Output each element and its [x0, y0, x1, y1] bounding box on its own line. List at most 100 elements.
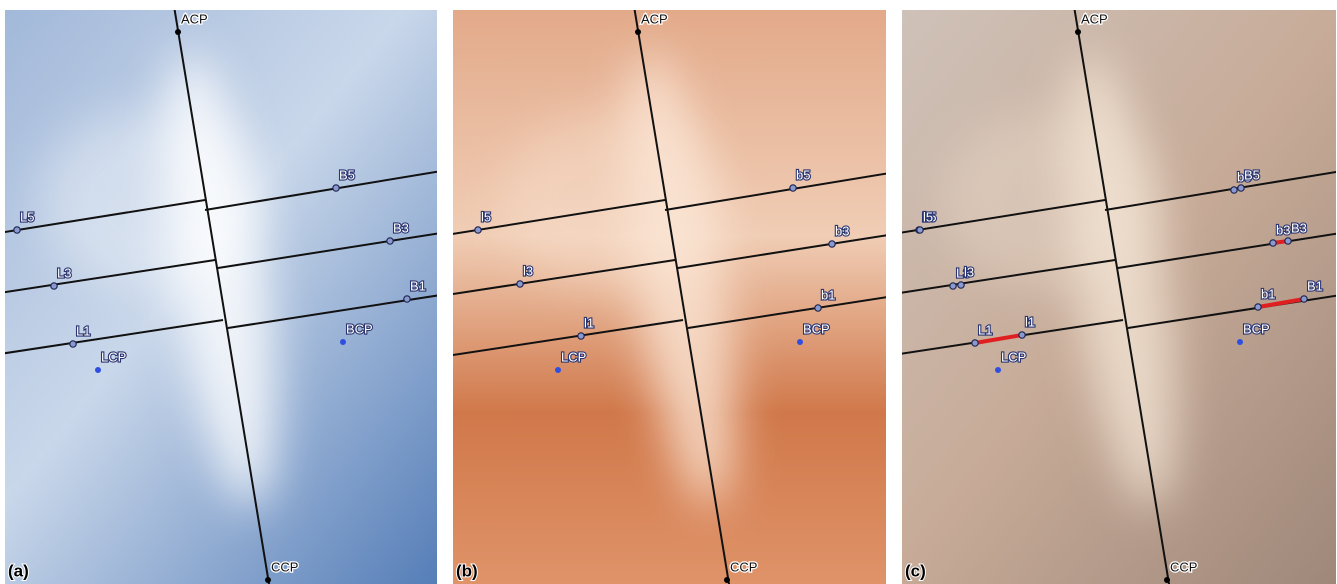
- point-label: b1: [1261, 286, 1275, 301]
- difference-segment: [974, 333, 1023, 345]
- image-highlight: [940, 110, 1160, 290]
- point-label: ACP: [1081, 11, 1108, 26]
- point-label: L5: [922, 209, 936, 224]
- centre-point: [995, 367, 1001, 373]
- landmark-point: [50, 282, 58, 290]
- landmark-point: [814, 304, 822, 312]
- landmark-point: [1018, 331, 1026, 339]
- landmark-point: [474, 226, 482, 234]
- guide-line: [677, 234, 886, 269]
- landmark-point: [332, 184, 340, 192]
- difference-segment: [1257, 297, 1305, 309]
- landmark-point: [403, 295, 411, 303]
- point-label: CCP: [1170, 559, 1197, 574]
- point-label: B5: [339, 167, 355, 182]
- point-label: CCP: [271, 559, 298, 574]
- point-label: LCP: [1001, 349, 1026, 364]
- guide-line: [5, 319, 224, 355]
- anchor-point: [1164, 577, 1170, 583]
- panel-label: (c): [905, 561, 926, 580]
- landmark-point: [949, 282, 957, 290]
- point-label: B5: [1244, 167, 1260, 182]
- point-label: l5: [481, 209, 491, 224]
- panel-image: [902, 10, 1336, 584]
- landmark-point: [1269, 239, 1277, 247]
- landmark-point: [1230, 186, 1238, 194]
- panel-image: [453, 10, 886, 584]
- anchor-point: [724, 577, 730, 583]
- guide-line: [227, 294, 437, 329]
- point-label: L3: [57, 265, 71, 280]
- guide-line: [453, 319, 684, 357]
- anchor-point: [1075, 29, 1081, 35]
- point-label: ACP: [181, 11, 208, 26]
- point-label: B3: [1291, 220, 1307, 235]
- point-label: b1: [821, 287, 835, 302]
- point-label: l3: [523, 263, 533, 278]
- landmark-point: [916, 226, 924, 234]
- panel-image: [5, 10, 437, 584]
- guide-line: [1117, 232, 1336, 269]
- point-label: LCP: [561, 349, 586, 364]
- point-label: l3: [964, 264, 974, 279]
- point-label: l1: [1025, 314, 1035, 329]
- guide-line: [217, 232, 437, 269]
- landmark-point: [957, 281, 965, 289]
- landmark-point: [1300, 295, 1308, 303]
- point-label: b5: [796, 167, 810, 182]
- point-label: L1: [978, 322, 992, 337]
- point-label: BCP: [1243, 321, 1270, 336]
- landmark-point: [789, 184, 797, 192]
- landmark-point: [1237, 184, 1245, 192]
- landmark-point: [1284, 237, 1292, 245]
- panel: ACP CCP L5 L3 L1 LCP B5 B3 B1 BCP (a): [5, 10, 437, 584]
- centre-point: [95, 367, 101, 373]
- point-label: B1: [410, 278, 426, 293]
- guide-line: [687, 296, 886, 329]
- point-label: l5: [923, 209, 933, 224]
- guide-line: [1127, 294, 1336, 329]
- point-label: LCP: [101, 349, 126, 364]
- point-label: b5: [1237, 169, 1251, 184]
- point-label: CCP: [730, 559, 757, 574]
- centre-point: [555, 367, 561, 373]
- guide-line: [633, 10, 731, 584]
- point-label: L5: [20, 209, 34, 224]
- anchor-point: [175, 29, 181, 35]
- guide-line: [5, 259, 216, 294]
- image-highlight: [40, 110, 260, 290]
- panel-label: (a): [8, 561, 29, 580]
- point-label: L3: [956, 265, 970, 280]
- point-label: b3: [835, 223, 849, 238]
- landmark-point: [69, 340, 77, 348]
- guide-line: [1073, 10, 1171, 584]
- guide-line: [173, 10, 271, 584]
- anchor-point: [265, 577, 271, 583]
- guide-line: [453, 259, 676, 296]
- guide-line: [902, 259, 1116, 294]
- image-highlight: [500, 110, 720, 290]
- landmark-point: [1254, 303, 1262, 311]
- panel: ACP CCP l5 l3 l1 LCP b5 b3 b1 BCP (b): [453, 10, 886, 584]
- centre-point: [1237, 339, 1243, 345]
- point-label: B1: [1307, 278, 1323, 293]
- point-label: BCP: [803, 321, 830, 336]
- landmark-point: [971, 339, 979, 347]
- point-label: BCP: [346, 321, 373, 336]
- panel-label: (b): [456, 561, 478, 580]
- point-label: ACP: [641, 11, 668, 26]
- centre-point: [340, 339, 346, 345]
- point-label: b3: [1276, 222, 1290, 237]
- centre-point: [797, 339, 803, 345]
- point-label: l1: [584, 315, 594, 330]
- landmark-point: [13, 226, 21, 234]
- landmark-point: [577, 332, 585, 340]
- landmark-point: [386, 237, 394, 245]
- landmark-point: [828, 240, 836, 248]
- anchor-point: [635, 29, 641, 35]
- point-label: L1: [76, 323, 90, 338]
- landmark-point: [516, 280, 524, 288]
